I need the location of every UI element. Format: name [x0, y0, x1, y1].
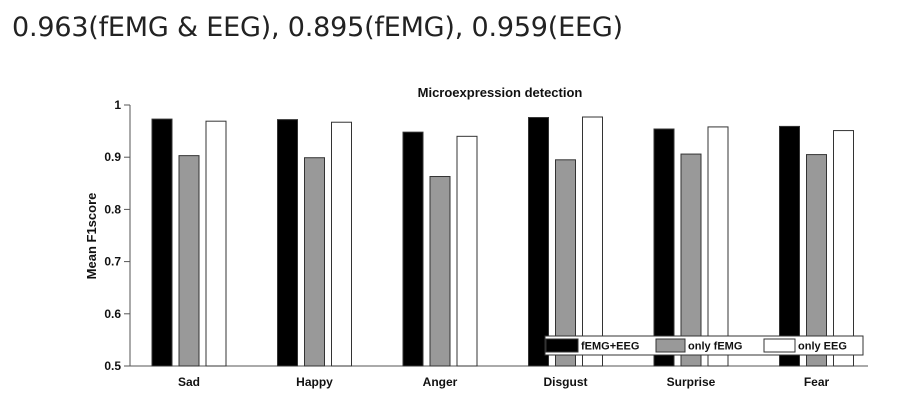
- chart-title: Microexpression detection: [418, 85, 583, 100]
- legend-swatch-only-eeg: [763, 338, 796, 353]
- bar-happy-only-femg: [304, 157, 325, 367]
- bar-sad-femg-eeg: [151, 118, 173, 367]
- y-tick-label: 0.9: [104, 150, 121, 164]
- bars: [151, 116, 854, 367]
- bar-disgust-only-femg: [555, 159, 576, 367]
- bar-disgust-femg-eeg: [528, 117, 549, 367]
- y-tick-label: 0.6: [104, 307, 121, 321]
- legend: fEMG+EEG only fEMG only EEG: [544, 335, 864, 356]
- bar-surprise-femg-eeg: [653, 128, 675, 367]
- bar-surprise-only-eeg: [707, 126, 729, 367]
- legend-swatch-only-femg: [655, 338, 686, 353]
- category-label-anger: Anger: [423, 375, 458, 389]
- category-label-sad: Sad: [178, 375, 200, 389]
- bar-fear-only-eeg: [833, 130, 854, 367]
- legend-label-only-femg: only fEMG: [688, 341, 742, 353]
- bar-sad-only-eeg: [205, 120, 227, 367]
- bar-anger-femg-eeg: [402, 131, 424, 367]
- y-tick-label: 0.8: [104, 202, 121, 216]
- bar-sad-only-femg: [178, 155, 200, 367]
- legend-swatch-femg-eeg: [545, 338, 579, 353]
- y-axis-label: Mean F1score: [84, 193, 99, 280]
- bar-fear-femg-eeg: [779, 125, 800, 367]
- category-label-disgust: Disgust: [543, 375, 587, 389]
- category-labels: Sad Happy Anger Disgust Surprise Fear: [178, 375, 830, 389]
- legend-label-femg-eeg: fEMG+EEG: [581, 341, 639, 353]
- legend-label-only-eeg: only EEG: [798, 341, 847, 353]
- bar-surprise-only-femg: [680, 153, 702, 367]
- y-tick-label: 0.7: [104, 255, 121, 269]
- category-label-fear: Fear: [804, 375, 830, 389]
- bar-anger-only-eeg: [456, 135, 478, 367]
- bar-fear-only-femg: [806, 154, 827, 367]
- category-label-happy: Happy: [296, 375, 333, 389]
- bar-anger-only-femg: [429, 176, 451, 367]
- y-tick-label: 1: [114, 98, 121, 112]
- bar-disgust-only-eeg: [582, 116, 603, 367]
- page-heading: 0.963(fEMG & EEG), 0.895(fEMG), 0.959(EE…: [12, 12, 623, 43]
- y-tick-label: 0.5: [104, 359, 121, 373]
- category-label-surprise: Surprise: [667, 375, 716, 389]
- bar-happy-femg-eeg: [277, 119, 298, 367]
- bar-happy-only-eeg: [331, 121, 352, 367]
- y-ticks: 0.5 0.6 0.7 0.8 0.9 1: [104, 98, 130, 373]
